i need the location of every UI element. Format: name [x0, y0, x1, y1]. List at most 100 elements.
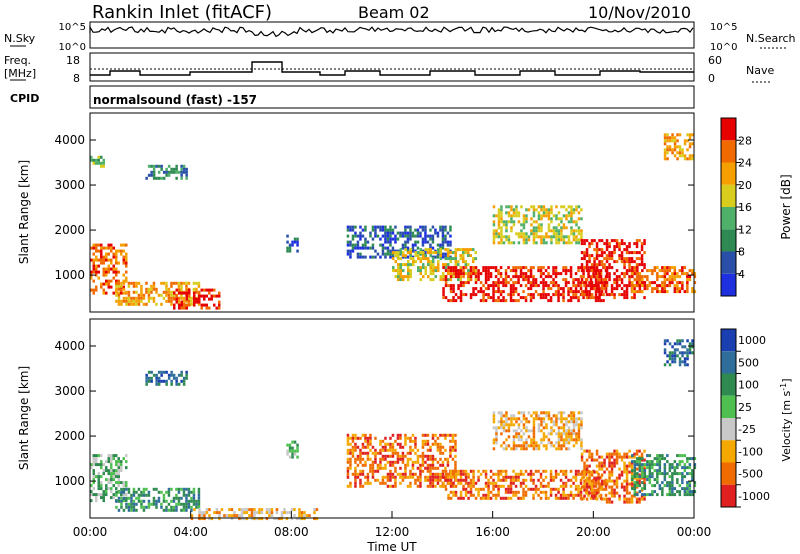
- velocity-cell: [454, 460, 457, 464]
- velocity-cell: [643, 458, 646, 462]
- velocity-cell: [590, 479, 594, 483]
- power-cell: [449, 257, 452, 261]
- power-cell: [115, 267, 118, 271]
- velocity-cell: [200, 511, 204, 515]
- power-cell: [452, 272, 455, 276]
- power-cell: [145, 302, 148, 306]
- velocity-cell: [676, 339, 679, 343]
- power-cell: [404, 234, 407, 238]
- power-cell: [603, 266, 606, 270]
- power-cell: [555, 217, 558, 221]
- velocity-cell: [381, 457, 385, 461]
- power-cell: [686, 157, 689, 161]
- velocity-cell: [97, 472, 100, 476]
- velocity-cell: [537, 414, 541, 418]
- freq-right-tick-bottom: 0: [708, 72, 715, 85]
- velocity-cell: [404, 436, 407, 440]
- power-cell: [397, 251, 400, 255]
- power-cell: [595, 287, 599, 291]
- power-cell: [190, 296, 193, 300]
- power-cell: [406, 225, 410, 229]
- velocity-cell: [132, 493, 136, 497]
- power-cell: [147, 296, 151, 300]
- power-cell: [152, 281, 156, 285]
- velocity-cell: [110, 472, 113, 476]
- velocity-cell: [567, 493, 570, 497]
- velocity-cell: [598, 464, 601, 468]
- power-cell: [594, 272, 598, 276]
- power-cell: [628, 263, 631, 267]
- velocity-cell: [668, 487, 672, 491]
- power-cell: [582, 296, 585, 300]
- power-cell: [437, 263, 440, 267]
- velocity-cell: [132, 502, 136, 506]
- power-cell: [593, 260, 596, 264]
- power-cell: [444, 225, 447, 229]
- power-cell: [165, 290, 168, 294]
- power-cell: [361, 255, 365, 259]
- velocity-cell: [522, 414, 526, 418]
- power-cell: [605, 245, 609, 249]
- velocity-cell: [625, 485, 629, 489]
- velocity-cell: [376, 466, 380, 470]
- velocity-cell: [391, 472, 395, 476]
- power-cell: [658, 275, 662, 279]
- power-cell: [492, 238, 496, 242]
- power-cell: [102, 258, 105, 262]
- velocity-cell: [676, 454, 679, 458]
- velocity-cell: [160, 370, 163, 374]
- power-cell: [457, 296, 460, 300]
- power-cell: [570, 208, 573, 212]
- velocity-cell: [678, 493, 682, 497]
- power-cell: [562, 226, 566, 230]
- velocity-cell: [120, 481, 123, 485]
- power-cell: [122, 296, 126, 300]
- power-cell: [676, 145, 679, 149]
- power-cell: [384, 237, 387, 241]
- velocity-cell: [115, 487, 118, 491]
- power-cell: [434, 275, 437, 279]
- velocity-cell: [537, 426, 541, 430]
- power-cell: [618, 284, 621, 288]
- velocity-cell: [142, 505, 146, 509]
- velocity-cell: [691, 478, 694, 482]
- power-cell: [125, 299, 128, 303]
- velocity-cell: [120, 469, 123, 473]
- power-cell: [567, 205, 571, 209]
- velocity-cell: [359, 448, 362, 452]
- velocity-cell: [185, 370, 188, 374]
- velocity-cell: [102, 496, 105, 500]
- velocity-cell: [160, 505, 163, 509]
- velocity-cell: [567, 478, 570, 482]
- velocity-cell: [590, 482, 594, 486]
- velocity-cell: [95, 457, 98, 461]
- velocity-cell: [359, 451, 362, 455]
- velocity-cell: [562, 472, 565, 476]
- velocity-cell: [587, 493, 590, 497]
- velocity-cell: [359, 457, 362, 461]
- velocity-cell: [409, 448, 412, 452]
- velocity-cell: [537, 487, 540, 491]
- velocity-cell: [517, 432, 521, 436]
- velocity-cell: [688, 493, 692, 497]
- velocity-cell: [686, 493, 689, 497]
- velocity-cell: [492, 420, 496, 424]
- velocity-cell: [152, 496, 156, 500]
- velocity-cell: [107, 487, 110, 491]
- power-cell: [364, 228, 367, 232]
- velocity-cell: [472, 493, 475, 497]
- power-cell: [288, 246, 292, 250]
- velocity-cell: [421, 451, 425, 455]
- velocity-colorbar-tick-label: 500: [738, 356, 759, 369]
- power-cell: [454, 272, 458, 276]
- velocity-cell: [399, 445, 402, 449]
- velocity-cell: [564, 469, 568, 473]
- velocity-cell: [560, 447, 563, 451]
- velocity-y-tick-label: 3000: [54, 384, 85, 398]
- velocity-cell: [499, 484, 503, 488]
- velocity-cell: [444, 448, 447, 452]
- power-cell: [519, 272, 523, 276]
- power-cell: [130, 302, 133, 306]
- velocity-cell: [638, 469, 642, 473]
- power-cell: [535, 208, 538, 212]
